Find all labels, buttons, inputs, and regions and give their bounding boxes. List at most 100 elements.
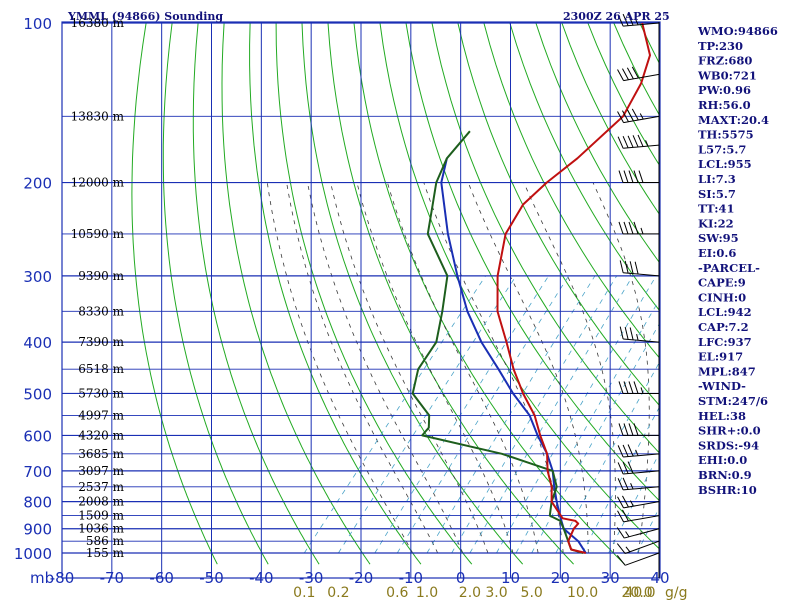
dry-adiabat-line bbox=[327, 22, 574, 565]
mixing-ratio-label: 40.0 bbox=[624, 585, 655, 600]
index-label: KI:22 bbox=[698, 216, 734, 230]
height-label: 16380 m bbox=[71, 16, 125, 30]
index-label: EL:917 bbox=[698, 350, 743, 364]
wind-barb bbox=[618, 381, 659, 394]
pressure-tick-label: 300 bbox=[23, 268, 52, 286]
wind-barb bbox=[617, 495, 660, 509]
dry-adiabat-line bbox=[221, 22, 371, 565]
temperature-tick-label: -80 bbox=[50, 569, 75, 587]
wind-barb bbox=[616, 552, 660, 566]
temperature-tick-label: 20 bbox=[551, 569, 570, 587]
height-label: 4997 m bbox=[78, 408, 124, 422]
dry-adiabat-line bbox=[353, 22, 625, 565]
index-label: STM:247/6 bbox=[698, 394, 768, 408]
wind-barb bbox=[617, 13, 660, 27]
moist-adiabat-line bbox=[286, 182, 439, 554]
index-label: CAP:7.2 bbox=[698, 320, 749, 334]
height-label: 3685 m bbox=[78, 447, 124, 461]
pressure-tick-label: 600 bbox=[23, 427, 52, 445]
moist-adiabat-line bbox=[307, 182, 464, 554]
temperature-tick-label: -30 bbox=[299, 569, 324, 587]
dry-adiabat-line bbox=[301, 22, 524, 565]
mixing-ratio-label: 10.0 bbox=[567, 585, 598, 600]
temperature-tick-label: -50 bbox=[199, 569, 224, 587]
index-label: WB0:721 bbox=[697, 68, 757, 82]
pressure-tick-label: 700 bbox=[23, 463, 52, 481]
index-label: TT:41 bbox=[698, 202, 735, 216]
dry-adiabat-line bbox=[483, 22, 660, 360]
index-label: LCL:955 bbox=[698, 157, 752, 171]
index-label: LCL:942 bbox=[698, 305, 752, 319]
height-label: 1036 m bbox=[78, 522, 124, 536]
wind-barb bbox=[617, 509, 660, 523]
wind-barb bbox=[619, 260, 660, 277]
height-label: 155 m bbox=[86, 546, 125, 560]
pressure-tick-label: 800 bbox=[23, 494, 52, 512]
dry-adiabat-line bbox=[535, 22, 660, 265]
mixing-ratio-line bbox=[303, 275, 486, 554]
axis-unit-label: mb bbox=[30, 569, 54, 587]
height-label: 4320 m bbox=[78, 428, 124, 442]
index-label: L57:5.7 bbox=[698, 142, 746, 156]
temperature-tick-label: -10 bbox=[399, 569, 424, 587]
mixing-ratio-label: 1.0 bbox=[416, 585, 438, 600]
pressure-tick-label: 500 bbox=[23, 385, 52, 403]
pressure-tick-label: 100 bbox=[23, 15, 52, 33]
wind-barbs bbox=[616, 13, 660, 578]
wind-barb bbox=[617, 477, 660, 491]
height-label: 5730 m bbox=[78, 386, 124, 400]
height-label: 2537 m bbox=[78, 480, 124, 494]
index-label: BSHR:10 bbox=[698, 483, 757, 497]
temperature-tick-label: -70 bbox=[100, 569, 125, 587]
plot-frame bbox=[61, 21, 661, 579]
wind-barb bbox=[617, 66, 660, 82]
index-label: RH:56.0 bbox=[698, 98, 751, 112]
temperature-tick-label: 0 bbox=[456, 569, 466, 587]
temperature-profile bbox=[496, 22, 651, 554]
station-title: YMML (94866) Sounding bbox=[67, 10, 223, 23]
height-label: 7390 m bbox=[78, 335, 124, 349]
dewpoint-profile bbox=[411, 130, 584, 554]
wind-barb bbox=[618, 221, 659, 235]
index-label: CAPE:9 bbox=[698, 276, 746, 290]
index-label: HEL:38 bbox=[698, 409, 746, 423]
index-label: TP:230 bbox=[698, 39, 743, 53]
wind-barb bbox=[617, 461, 660, 475]
mixing-ratio-label: 3.0 bbox=[485, 585, 507, 600]
index-label: PW:0.96 bbox=[698, 83, 751, 97]
index-label: SRDS:-94 bbox=[698, 438, 759, 452]
temperature-tick-label: 30 bbox=[601, 569, 620, 587]
temperature-tick-label: 40 bbox=[650, 569, 669, 587]
height-label: 9390 m bbox=[78, 269, 124, 283]
height-label: 586 m bbox=[86, 534, 125, 548]
index-label: LI:7.3 bbox=[698, 172, 736, 186]
pressure-tick-label: 1000 bbox=[14, 545, 52, 563]
index-label: TH:5575 bbox=[698, 128, 754, 142]
mixing-ratio-label: 0.2 bbox=[327, 585, 349, 600]
mixing-ratio-label: 20.0 bbox=[622, 585, 653, 600]
height-label: 10590 m bbox=[71, 227, 125, 241]
pressure-tick-label: 900 bbox=[23, 521, 52, 539]
height-label: 8330 m bbox=[78, 304, 124, 318]
index-label: SI:5.7 bbox=[698, 187, 736, 201]
wind-barb bbox=[619, 326, 660, 343]
index-label: CINH:0 bbox=[698, 290, 746, 304]
wind-barb bbox=[616, 527, 660, 539]
mixing-ratio-unit: g/g bbox=[665, 585, 688, 600]
index-label: EI:0.6 bbox=[698, 246, 736, 260]
mixing-ratio-line bbox=[338, 275, 517, 554]
index-label: -PARCEL- bbox=[698, 261, 760, 275]
index-label: EHI:0.0 bbox=[698, 453, 747, 467]
index-label: FRZ:680 bbox=[698, 54, 752, 68]
mixing-ratio-line bbox=[374, 275, 549, 554]
height-label: 12000 m bbox=[71, 176, 125, 190]
wind-barb bbox=[617, 134, 660, 149]
index-label: LFC:937 bbox=[698, 335, 752, 349]
moist-adiabat-line bbox=[266, 182, 413, 554]
index-label: -WIND- bbox=[698, 379, 746, 393]
wind-barb bbox=[618, 170, 659, 184]
mixing-ratio-line bbox=[396, 275, 569, 554]
height-label: 1509 m bbox=[78, 509, 124, 523]
stability-indices-panel: WMO:94866TP:230FRZ:680WB0:721PW:0.96RH:5… bbox=[697, 24, 778, 497]
